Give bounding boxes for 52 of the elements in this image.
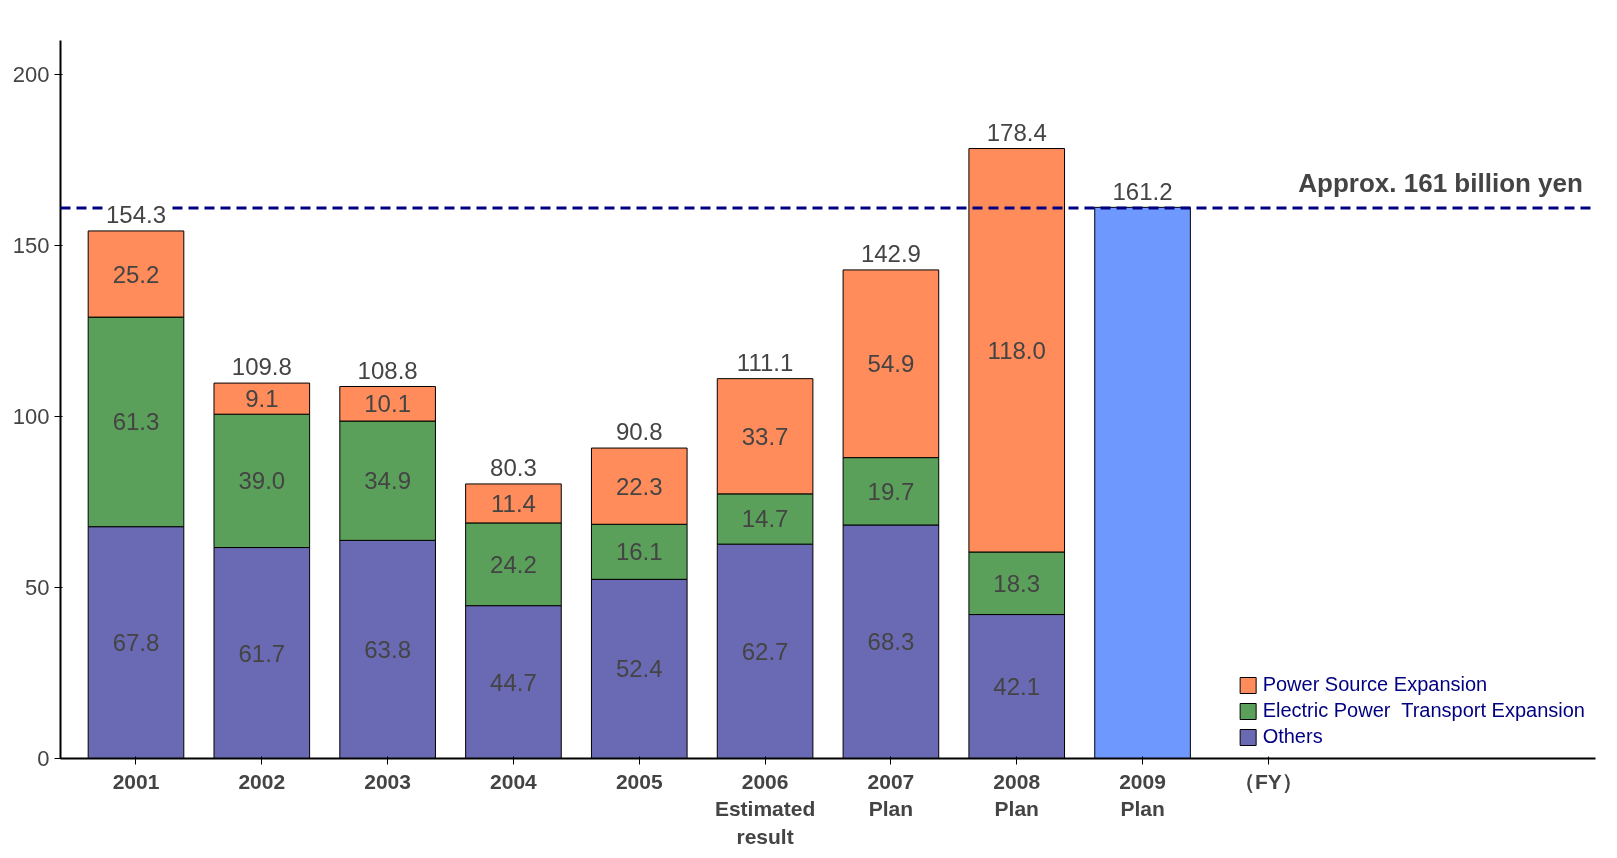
ref-line-label: Approx. 161 billion yen (1298, 167, 1583, 198)
total-label: 111.1 (736, 348, 794, 376)
x-tick-label: 2002 (238, 769, 286, 793)
data-label: 42.1 (993, 673, 1041, 701)
data-label: 25.2 (112, 260, 160, 288)
data-label: 34.9 (364, 467, 411, 495)
legend-label: Others (1262, 725, 1323, 748)
data-label: 19.7 (867, 477, 915, 505)
legend-label: Power Source Expansion (1262, 673, 1488, 696)
data-label: 61.3 (112, 408, 160, 436)
data-label: 11.4 (490, 489, 536, 517)
data-label: 10.1 (364, 390, 411, 418)
data-label: 63.8 (364, 635, 411, 663)
total-label: 109.8 (231, 353, 292, 381)
y-tick-label: 50 (25, 575, 50, 601)
x-tick-label: 2004 (490, 769, 538, 793)
data-label: 61.7 (238, 639, 286, 667)
data-label: 62.7 (741, 637, 789, 665)
total-label: 161.2 (1112, 177, 1173, 205)
data-label: 33.7 (741, 422, 789, 450)
data-label: 52.4 (615, 655, 663, 683)
data-label: 44.7 (490, 668, 537, 696)
data-label: 18.3 (993, 569, 1041, 597)
x-tick-label: 2001 (112, 769, 160, 793)
data-label: 24.2 (490, 550, 537, 578)
total-label: 108.8 (357, 356, 418, 384)
data-label: 68.3 (867, 628, 915, 656)
total-label: 154.3 (105, 201, 167, 229)
data-label: 14.7 (741, 505, 789, 533)
y-tick-label: 100 (12, 404, 50, 430)
total-label: 142.9 (860, 240, 921, 268)
data-label: 9.1 (245, 385, 279, 413)
data-label: 22.3 (615, 472, 663, 500)
x-tick-label: 2005 (615, 769, 663, 793)
total-label: 90.8 (615, 418, 663, 446)
data-label: 54.9 (867, 350, 915, 378)
total-label: 178.4 (986, 118, 1047, 146)
y-tick-label: 150 (12, 233, 50, 259)
data-label: 118.0 (987, 336, 1046, 364)
x-tick-label: 2008 Plan (993, 769, 1041, 821)
data-label: 67.8 (112, 629, 160, 657)
data-label: 16.1 (615, 538, 663, 566)
x-tick-label: 2003 (364, 769, 411, 793)
y-tick-label: 200 (12, 62, 50, 88)
data-label: 39.0 (238, 467, 286, 495)
x-tick-label: 2009 Plan (1119, 769, 1166, 821)
total-label: 80.3 (490, 454, 537, 482)
x-tick-label: 2006 Estimated result (714, 769, 816, 848)
x-axis-title: （FY） (1233, 769, 1303, 793)
legend-label: Electric Power Transport Expansion (1262, 699, 1585, 722)
y-tick-label: 0 (37, 746, 50, 771)
x-tick-label: 2007 Plan (867, 769, 915, 821)
